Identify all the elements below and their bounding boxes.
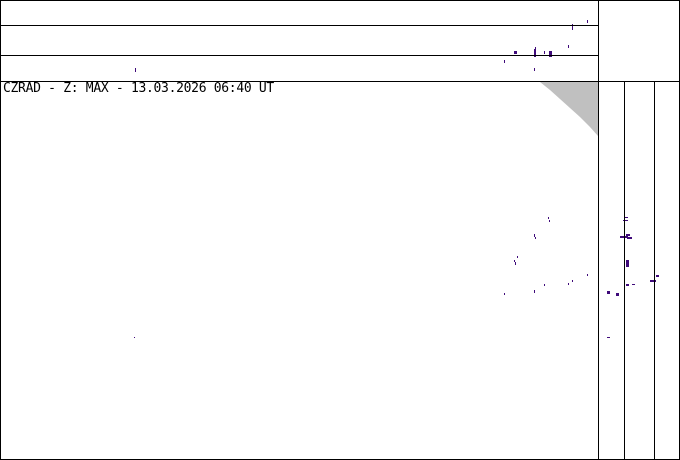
top-panel-line-2 <box>0 55 598 56</box>
radar-echo-pixel <box>650 280 656 282</box>
radar-echo-pixel <box>514 51 517 54</box>
radar-echo-pixel <box>607 337 610 338</box>
radar-echo-pixel <box>632 284 635 285</box>
radar-echo-pixel <box>134 337 135 338</box>
radar-echo-pixel <box>534 290 535 293</box>
radar-echo-pixel <box>548 217 549 219</box>
radar-echo-pixel <box>626 284 629 286</box>
radar-echo-pixel <box>534 234 535 237</box>
radar-echo-pixel <box>656 275 659 277</box>
radar-echo-pixel <box>535 237 536 239</box>
radar-echo-pixel <box>135 68 136 72</box>
radar-title: CZRAD - Z: MAX - 13.03.2026 06:40 UT <box>3 81 274 96</box>
radar-echo-pixel <box>534 68 535 71</box>
radar-echo-pixel <box>517 256 518 258</box>
radar-echo-pixel <box>514 260 515 262</box>
side-divider-1 <box>624 81 625 460</box>
radar-echo-pixel <box>534 49 536 57</box>
radar-echo-pixel <box>626 260 629 267</box>
radar-echo-pixel <box>549 51 552 57</box>
radar-echo-pixel <box>616 293 619 296</box>
top-panel-line-1 <box>0 25 598 26</box>
main-right-divider <box>598 0 599 460</box>
radar-echo-pixel <box>549 220 550 222</box>
radar-echo-pixel <box>626 234 630 236</box>
side-divider-2 <box>654 81 655 460</box>
radar-echo-pixel <box>587 274 588 276</box>
out-of-range-mask <box>540 82 598 136</box>
radar-echo-pixel <box>504 60 505 63</box>
radar-echo-pixel <box>515 262 516 265</box>
radar-echo-pixel <box>544 51 545 54</box>
radar-echo-pixel <box>568 283 569 285</box>
main-panel-top-line <box>0 81 680 82</box>
radar-echo-pixel <box>544 284 545 286</box>
radar-echo-pixel <box>624 217 628 218</box>
radar-echo-pixel <box>607 291 610 294</box>
frame-left <box>0 0 1 460</box>
radar-echo-pixel <box>504 293 505 295</box>
frame-top <box>0 0 680 1</box>
radar-echo-pixel <box>572 24 573 30</box>
radar-echo-pixel <box>535 47 536 49</box>
radar-echo-pixel <box>568 45 569 48</box>
radar-echo-pixel <box>587 20 588 23</box>
radar-echo-pixel <box>623 220 628 221</box>
radar-echo-pixel <box>572 280 573 282</box>
radar-echo-pixel <box>627 237 632 239</box>
